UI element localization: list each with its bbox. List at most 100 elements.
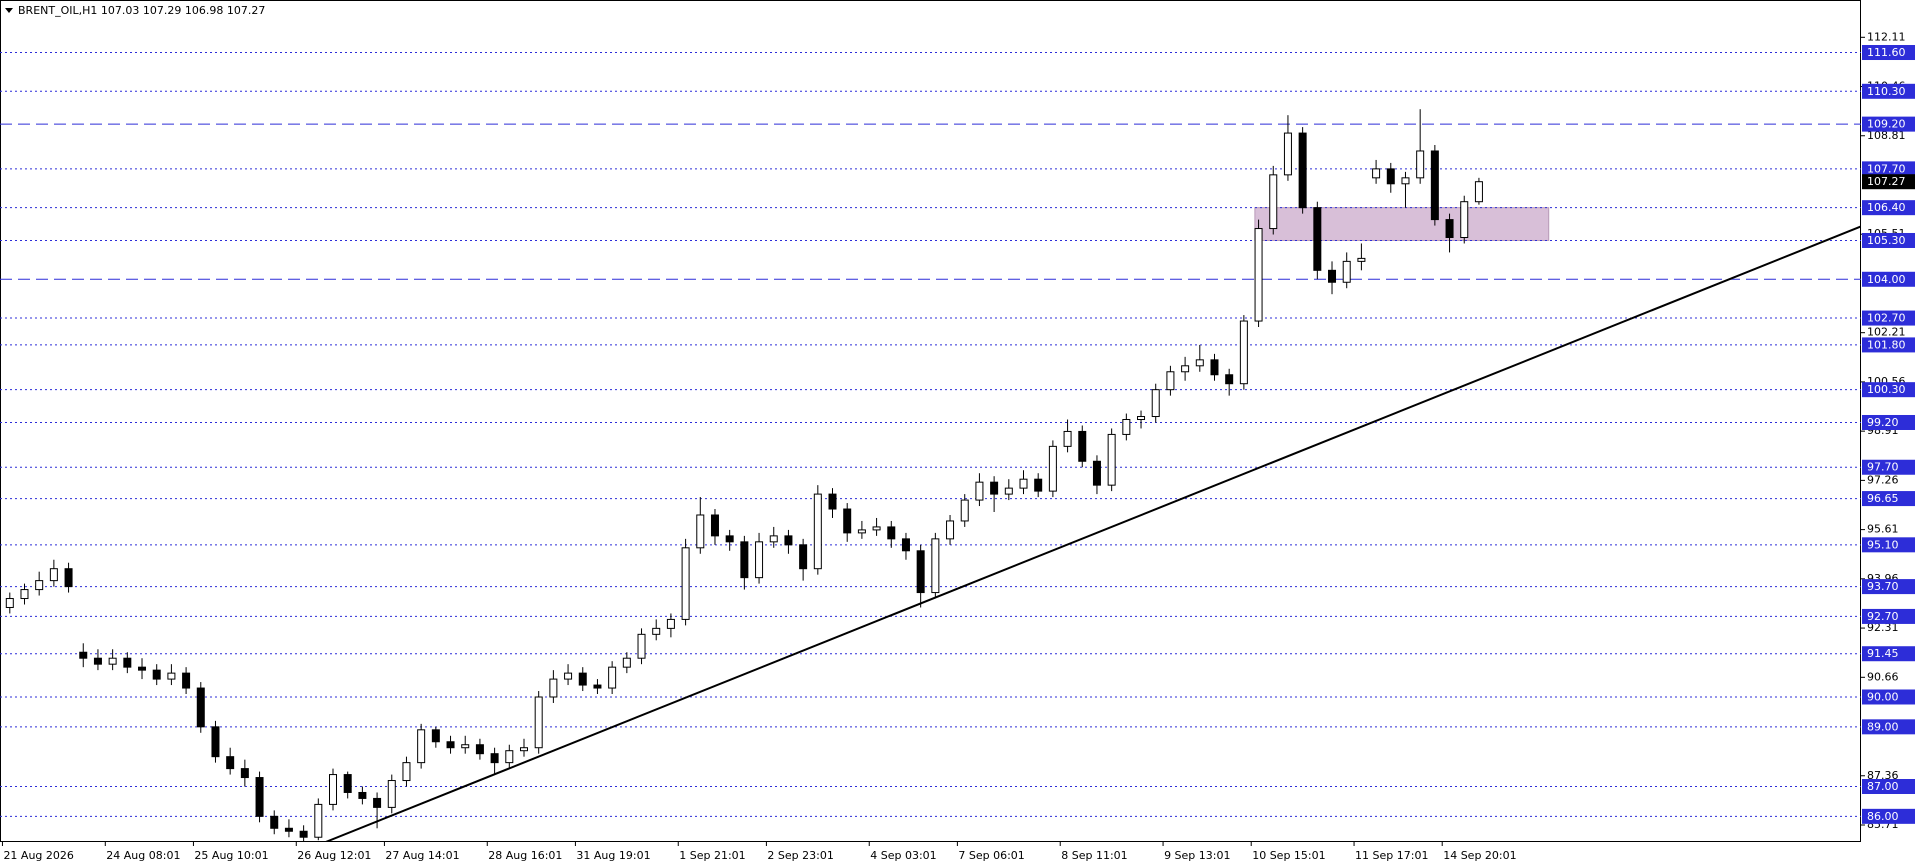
axes: 112.11110.46108.81105.51102.21100.5698.9… (1, 30, 1915, 862)
level-label-box (1862, 232, 1915, 248)
candle-body (784, 535, 793, 546)
level-label: 92.70 (1867, 610, 1899, 623)
candle-body (534, 696, 543, 749)
level-label: 111.60 (1867, 46, 1906, 59)
chart-title: BRENT_OIL,H1 107.03 107.29 106.98 107.27 (18, 4, 265, 17)
candle-body (681, 547, 690, 620)
level-label: 90.00 (1867, 690, 1899, 703)
candle-body (1254, 228, 1263, 322)
level-label: 104.00 (1867, 273, 1906, 286)
candle-body (387, 780, 396, 808)
level-label-box (1862, 779, 1915, 795)
level-label-box (1862, 310, 1915, 326)
candle-body (1107, 433, 1116, 486)
level-label-box (1862, 382, 1915, 398)
level-label: 95.10 (1867, 538, 1899, 551)
candle-body (1210, 359, 1219, 376)
level-label: 101.80 (1867, 338, 1906, 351)
candle-body (1195, 359, 1204, 367)
level-label: 106.40 (1867, 201, 1906, 214)
candle-body (799, 544, 808, 570)
candle-body (417, 729, 426, 764)
candle-body (652, 627, 661, 635)
x-tick-label: 24 Aug 08:01 (106, 849, 180, 862)
level-label-box (1862, 337, 1915, 353)
candle-body (490, 753, 499, 764)
candle-body (1239, 320, 1248, 385)
candle-body (1298, 132, 1307, 209)
candle-body (123, 657, 132, 668)
candle-body (813, 493, 822, 570)
candle-body (505, 750, 514, 764)
level-label: 93.70 (1867, 580, 1899, 593)
candle-body (314, 803, 323, 838)
candle-body (373, 797, 382, 808)
candle-body (1078, 430, 1087, 462)
y-tick-label: 97.26 (1867, 473, 1899, 486)
menu-triangle[interactable] (5, 8, 13, 13)
candle-body (1430, 150, 1439, 221)
candle-body (211, 726, 220, 758)
candle-body (35, 580, 44, 591)
x-tick-label: 8 Sep 11:01 (1061, 849, 1127, 862)
candle-body (5, 598, 14, 608)
x-tick-label: 7 Sep 06:01 (958, 849, 1024, 862)
candle-body (226, 756, 235, 770)
candle-body (1313, 207, 1322, 271)
y-tick-label: 108.81 (1867, 129, 1906, 142)
candle-body (167, 672, 176, 680)
level-label-box (1862, 83, 1915, 99)
level-label-box (1862, 271, 1915, 287)
candle-body (299, 830, 308, 838)
candle-body (960, 499, 969, 522)
candle-body (240, 768, 249, 779)
x-tick-label: 31 Aug 19:01 (576, 849, 650, 862)
candle-body (608, 666, 617, 689)
level-label: 99.20 (1867, 416, 1899, 429)
candle-body (637, 633, 646, 659)
candle-body (755, 541, 764, 579)
candle-body (696, 514, 705, 549)
candle-body (887, 526, 896, 540)
candle-body (564, 672, 573, 680)
level-label-box (1862, 608, 1915, 624)
candle-body (549, 678, 558, 698)
level-label: 96.65 (1867, 492, 1899, 505)
level-label: 107.70 (1867, 162, 1906, 175)
plot-area (0, 52, 1861, 842)
candle-body (519, 747, 528, 752)
candle-body (1034, 478, 1043, 492)
level-label: 109.20 (1867, 118, 1906, 131)
candle-body (857, 529, 866, 534)
level-label-box (1862, 808, 1915, 824)
trendline (325, 225, 1861, 842)
candle-body (49, 568, 58, 582)
level-label-box (1862, 646, 1915, 662)
candle-body (284, 827, 293, 832)
level-label-box (1862, 719, 1915, 735)
level-label: 105.30 (1867, 234, 1906, 247)
zone (1254, 207, 1550, 241)
candle-body (1401, 177, 1410, 185)
candle-body (975, 481, 984, 501)
x-tick-label: 2 Sep 23:01 (767, 849, 833, 862)
level-label: 110.30 (1867, 85, 1906, 98)
candle-body (1416, 150, 1425, 179)
candle-body (343, 774, 352, 793)
candle-body (1283, 132, 1292, 176)
candle-body (946, 520, 955, 540)
level-label-box (1862, 689, 1915, 705)
candle-body (446, 741, 455, 749)
candle-body (1004, 487, 1013, 495)
x-tick-label: 14 Sep 20:01 (1443, 849, 1516, 862)
candle-body (461, 744, 470, 749)
candle-body (1342, 260, 1351, 283)
level-label: 89.00 (1867, 720, 1899, 733)
x-tick-label: 27 Aug 14:01 (385, 849, 459, 862)
y-tick-label: 92.31 (1867, 621, 1899, 634)
candle-body (843, 508, 852, 534)
candle-body (270, 815, 279, 829)
candle-body (710, 514, 719, 537)
